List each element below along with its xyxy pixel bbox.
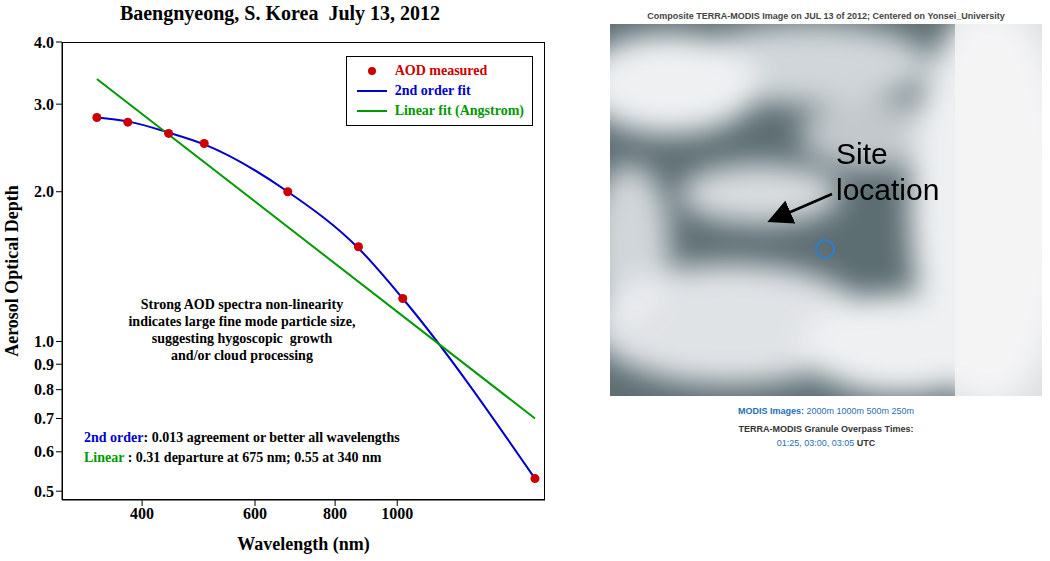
svg-text:1.0: 1.0 bbox=[34, 333, 54, 350]
svg-text:400: 400 bbox=[130, 505, 154, 522]
html-text:indicates large fine mode part: indicates large fine mode particle size, bbox=[128, 314, 356, 329]
svg-text:0.5: 0.5 bbox=[34, 483, 54, 500]
html-text:01:25, 03:00, 03:05 UTC: 01:25, 03:00, 03:05 UTC bbox=[776, 438, 876, 448]
svg-text:0.6: 0.6 bbox=[34, 443, 54, 460]
html-text:Wavelength (nm): Wavelength (nm) bbox=[237, 534, 370, 554]
html-text:Linear fit (Angstrom): Linear fit (Angstrom) bbox=[394, 103, 524, 118]
html-text:TERRA-MODIS Granule Overpass T: TERRA-MODIS Granule Overpass Times: bbox=[738, 424, 914, 434]
svg-text:3.0: 3.0 bbox=[34, 96, 54, 113]
svg-text:0.7: 0.7 bbox=[34, 410, 54, 427]
html-text:Composite TERRA-MODIS Image on: Composite TERRA-MODIS Image on JUL 13 of… bbox=[647, 11, 1005, 21]
html-text:suggesting hygoscopic growth: suggesting hygoscopic growth bbox=[151, 331, 333, 346]
html-text:Baengnyeong, S. Korea July 13,: Baengnyeong, S. Korea July 13, 2012 bbox=[119, 2, 441, 24]
svg-text:0.8: 0.8 bbox=[34, 381, 54, 398]
html-text:Aerosol Optical Depth: Aerosol Optical Depth bbox=[1, 185, 22, 357]
html-text:MODIS Images: 2000m 1000m 500m: MODIS Images: 2000m 1000m 500m 250m bbox=[737, 406, 914, 416]
html-text:Strong AOD spectra non-lineari: Strong AOD spectra non-linearity bbox=[140, 297, 344, 312]
svg-text:0.9: 0.9 bbox=[34, 356, 54, 373]
svg-text:1000: 1000 bbox=[381, 505, 413, 522]
svg-text:800: 800 bbox=[323, 505, 347, 522]
svg-text:600: 600 bbox=[243, 505, 267, 522]
svg-text:2.0: 2.0 bbox=[34, 183, 54, 200]
html-text:AOD measured: AOD measured bbox=[394, 63, 488, 78]
html-text:2nd order fit: 2nd order fit bbox=[394, 83, 471, 98]
html-text:and/or cloud processing: and/or cloud processing bbox=[171, 348, 313, 363]
html-text:2nd order: 0.013 agreement or: 2nd order: 0.013 agreement or better all… bbox=[84, 430, 400, 445]
html-text:location: location bbox=[836, 173, 940, 206]
html-text:Linear: 0.31 departure at 675: Linear: 0.31 departure at 675 nm; 0.55 a… bbox=[84, 450, 382, 465]
svg-text:4.0: 4.0 bbox=[34, 34, 54, 51]
html-text:Site: Site bbox=[836, 137, 888, 170]
